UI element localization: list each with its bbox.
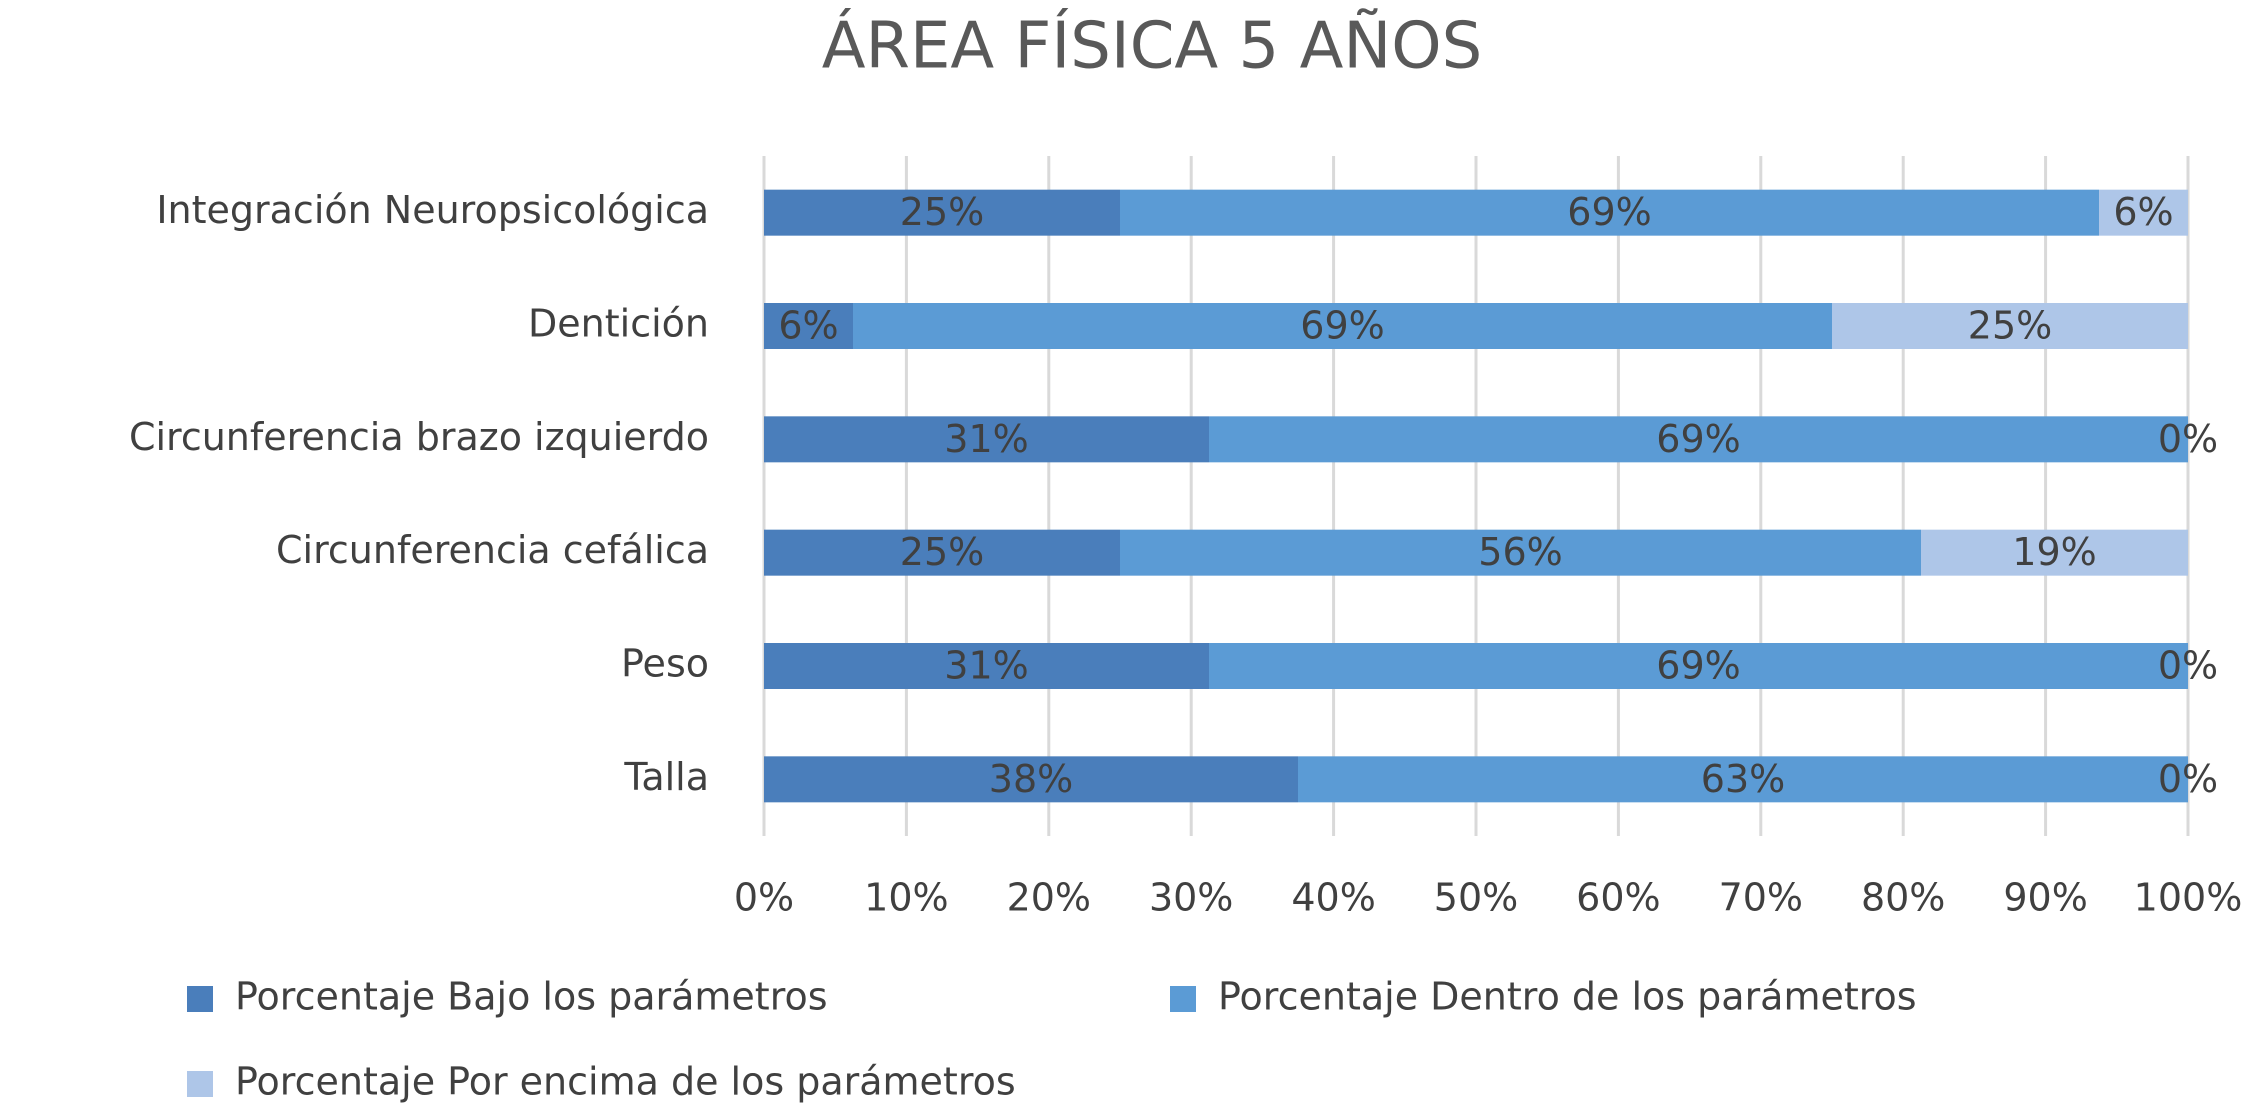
x-tick-label: 50% <box>1434 876 1518 920</box>
legend-swatch <box>187 986 213 1012</box>
data-label: 25% <box>900 530 984 574</box>
y-tick-label: Peso <box>621 642 709 686</box>
x-tick-label: 70% <box>1719 876 1803 920</box>
data-label: 25% <box>1968 304 2052 348</box>
bar-segment <box>764 529 1120 576</box>
bar-segment <box>764 756 1298 803</box>
bar-segment <box>853 303 1832 349</box>
legend-label: Porcentaje Bajo los parámetros <box>235 975 828 1019</box>
data-label: 6% <box>778 304 838 348</box>
data-label: 6% <box>2113 190 2173 234</box>
data-label: 31% <box>944 644 1028 688</box>
data-label: 69% <box>1656 644 1740 688</box>
bar-segment <box>764 189 1120 236</box>
x-tick-label: 0% <box>734 876 794 920</box>
bar-segment <box>1120 189 2099 236</box>
y-tick-label: Circunferencia brazo izquierdo <box>129 415 709 459</box>
bar-segment <box>1209 416 2188 463</box>
data-label: 25% <box>900 190 984 234</box>
data-label: 63% <box>1701 757 1785 801</box>
x-tick-label: 30% <box>1149 876 1233 920</box>
legend-swatch <box>187 1071 213 1097</box>
data-label: 56% <box>1478 530 1562 574</box>
x-tick-label: 80% <box>1861 876 1945 920</box>
chart-title: ÁREA FÍSICA 5 AÑOS <box>822 8 1483 84</box>
data-label: 0% <box>2158 757 2218 801</box>
x-tick-label: 20% <box>1007 876 1091 920</box>
bar-segment <box>1209 643 2188 689</box>
bar-segment <box>2099 189 2188 236</box>
data-label: 19% <box>2012 530 2096 574</box>
legend-swatch <box>1170 986 1196 1012</box>
data-label: 69% <box>1567 190 1651 234</box>
x-tick-label: 60% <box>1576 876 1660 920</box>
x-tick-label: 10% <box>864 876 948 920</box>
legend-label: Porcentaje Por encima de los parámetros <box>235 1060 1016 1104</box>
bar-segment <box>764 643 1209 689</box>
x-tick-label: 100% <box>2134 876 2243 920</box>
bar-segment <box>764 303 853 349</box>
data-label: 0% <box>2158 417 2218 461</box>
data-label: 69% <box>1300 304 1384 348</box>
data-label: 69% <box>1656 417 1740 461</box>
y-tick-label: Talla <box>623 755 709 799</box>
bar-segment <box>1298 756 2188 803</box>
legend-label: Porcentaje Dentro de los parámetros <box>1218 975 1917 1019</box>
bar-segment <box>1120 529 1921 576</box>
bar-segment <box>1832 303 2188 349</box>
bar-segment <box>764 416 1209 463</box>
y-tick-label: Circunferencia cefálica <box>276 528 709 572</box>
data-label: 0% <box>2158 644 2218 688</box>
y-tick-label: Dentición <box>528 302 709 346</box>
data-label: 38% <box>989 757 1073 801</box>
data-label: 31% <box>944 417 1028 461</box>
x-tick-label: 90% <box>2003 876 2087 920</box>
x-tick-label: 40% <box>1291 876 1375 920</box>
y-tick-label: Integración Neuropsicológica <box>156 188 709 232</box>
bar-segment <box>1921 529 2188 576</box>
